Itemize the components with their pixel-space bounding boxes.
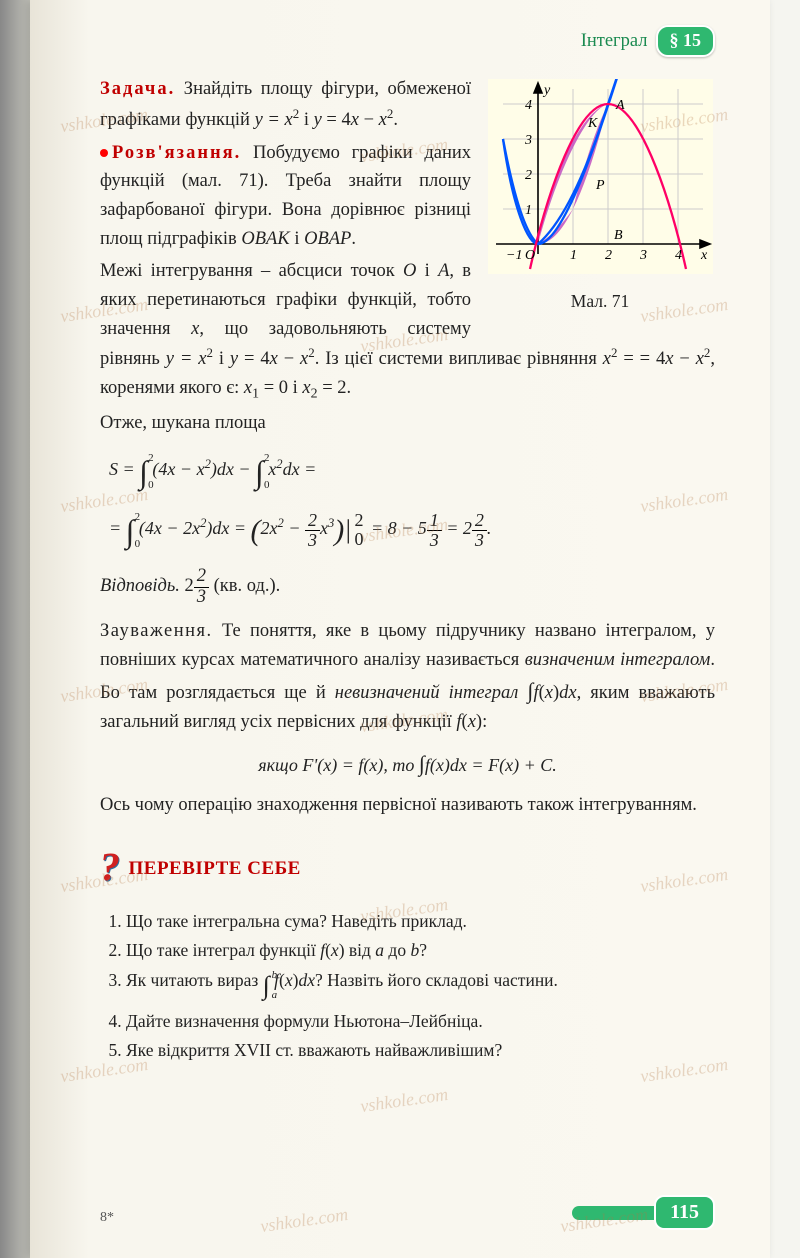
svg-text:1: 1 <box>525 203 532 218</box>
svg-text:2: 2 <box>605 248 612 263</box>
page-number-bar <box>572 1206 662 1220</box>
solution-p3: Отже, шукана площа <box>100 409 715 438</box>
answer-label: Відповідь. <box>100 576 180 596</box>
figure-71: y x O −1 1 2 3 4 1 2 3 4 A K P B <box>485 79 715 315</box>
page: Інтеграл § 15 <box>30 0 770 1258</box>
svg-text:4: 4 <box>525 98 532 113</box>
svg-text:O: O <box>525 248 535 263</box>
svg-text:B: B <box>614 228 623 243</box>
check-heading: ?ПЕРЕВІРТЕ СЕБЕ <box>100 836 715 898</box>
list-item: Як читають вираз ∫ba f(x)dx? Назвіть йог… <box>126 966 715 1006</box>
equation-2: = ∫20 (4x − 2x2)dx = (2x2 − 23x3)|20 = 8… <box>100 507 715 557</box>
page-number-wrap: 115 <box>572 1195 715 1230</box>
zadacha-label: Задача. <box>100 79 175 99</box>
svg-text:3: 3 <box>639 248 647 263</box>
signature: 8* <box>100 1210 114 1226</box>
list-item: Що таке інтеграл функції f(x) від a до b… <box>126 937 715 964</box>
svg-text:K: K <box>587 116 598 131</box>
list-item: Дайте визначення формули Ньютона–Лейбніц… <box>126 1008 715 1035</box>
answer: Відповідь. 223 (кв. од.). <box>100 567 715 607</box>
page-number: 115 <box>654 1195 715 1230</box>
question-list: Що таке інтегральна сума? Наведіть прикл… <box>126 908 715 1065</box>
page-header: Інтеграл § 15 <box>100 25 715 57</box>
note-p2: Ось чому операцію знаходження первісної … <box>100 791 715 820</box>
svg-text:P: P <box>595 178 605 193</box>
book-spine <box>0 0 30 1258</box>
svg-text:4: 4 <box>675 248 682 263</box>
rozv-label: Розв'язання. <box>112 143 241 163</box>
svg-text:A: A <box>615 98 625 113</box>
svg-text:y: y <box>542 83 551 98</box>
equation-1: S = ∫20 (4x − x2)dx − ∫20 x2dx = <box>100 448 715 498</box>
bullet-icon <box>100 149 108 157</box>
figure-caption: Мал. 71 <box>485 288 715 315</box>
header-label: Інтеграл <box>581 31 648 52</box>
content: y x O −1 1 2 3 4 1 2 3 4 A K P B <box>100 75 715 1065</box>
svg-text:3: 3 <box>524 133 532 148</box>
graph-svg: y x O −1 1 2 3 4 1 2 3 4 A K P B <box>488 79 713 274</box>
question-mark-icon: ? <box>96 836 125 898</box>
list-item: Яке відкриття XVII ст. вважають найважли… <box>126 1037 715 1064</box>
svg-text:1: 1 <box>570 248 577 263</box>
list-item: Що таке інтегральна сума? Наведіть прикл… <box>126 908 715 935</box>
svg-text:2: 2 <box>525 168 532 183</box>
note-label: Зауваження. <box>100 621 213 641</box>
svg-text:−1: −1 <box>506 248 522 263</box>
section-badge: § 15 <box>656 25 716 57</box>
note-p1: Зауваження. Те поняття, яке в цьому підр… <box>100 617 715 737</box>
note-formula: якщо F'(x) = f(x), то ∫f(x)dx = F(x) + C… <box>100 747 715 781</box>
svg-text:x: x <box>700 248 708 263</box>
